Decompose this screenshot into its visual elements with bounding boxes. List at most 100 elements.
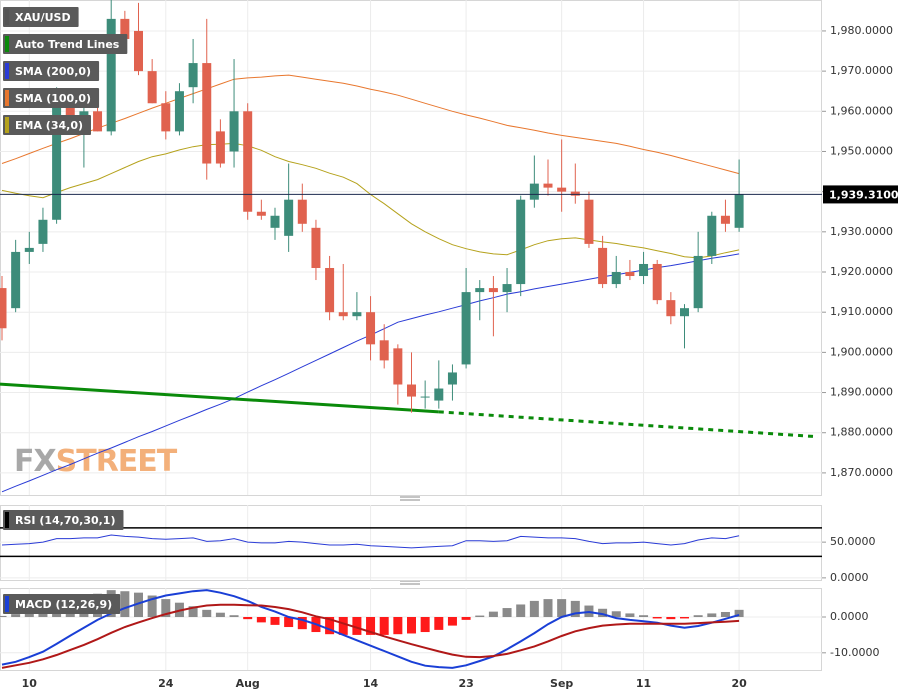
legend-item: MACD (12,26,9) [3, 594, 121, 614]
legend-swatch [5, 596, 9, 612]
histogram-bar [598, 608, 608, 618]
histogram-bar [379, 617, 389, 635]
y-tick-label: 1,900.0000 [830, 345, 893, 358]
candle-body [311, 227, 321, 268]
histogram-bar [502, 608, 512, 618]
legend-swatch [5, 36, 9, 52]
candle-body [38, 219, 48, 244]
legend-label: SMA (200,0) [15, 65, 91, 78]
legend-item: SMA (200,0) [3, 61, 100, 81]
x-tick-label: 10 [22, 677, 38, 690]
legend-swatch [5, 117, 9, 133]
x-tick-label: 11 [636, 677, 651, 690]
histogram-bar [0, 615, 7, 618]
candle-body [666, 300, 676, 317]
histogram-bar [147, 595, 157, 618]
histogram-bar [434, 617, 444, 630]
legend-item: Auto Trend Lines [3, 34, 128, 54]
y-tick-label: 1,930.0000 [830, 225, 893, 238]
histogram-bar [570, 600, 580, 618]
candle-body [11, 251, 21, 309]
histogram-bar [243, 617, 253, 620]
histogram-bar [529, 600, 539, 618]
histogram-bar [680, 617, 689, 619]
rsi-line [1, 534, 740, 549]
histogram-bar [639, 615, 649, 618]
histogram-bar [475, 615, 485, 618]
candle-body [680, 308, 689, 317]
histogram-bar [297, 617, 307, 630]
macd-line [1, 603, 740, 669]
candle-body [598, 247, 608, 285]
y-tick-label: 0.0000 [830, 610, 869, 623]
x-tick-label: Aug [236, 677, 260, 690]
candle-body [93, 111, 103, 132]
y-tick-label: -10.0000 [830, 646, 879, 659]
candle-body [639, 263, 649, 277]
candle-body [366, 312, 376, 345]
histogram-bar [720, 611, 730, 618]
candle-body [0, 288, 7, 329]
histogram-bar [256, 617, 266, 623]
legend-box [3, 594, 121, 614]
candle-body [243, 111, 253, 212]
candle-body [284, 199, 294, 236]
candle-body [338, 312, 348, 317]
legend-label: MACD (12,26,9) [15, 598, 112, 611]
histogram-bar [707, 613, 717, 618]
candle-body [529, 183, 539, 200]
legend-box [3, 510, 124, 530]
candle-body [229, 111, 239, 152]
candle-body [161, 103, 171, 132]
legend-item: RSI (14,70,30,1) [3, 510, 124, 530]
candle-body [52, 103, 62, 220]
y-tick-label: 1,890.0000 [830, 386, 893, 399]
histogram-bar [11, 614, 21, 618]
histogram-bar [270, 617, 280, 625]
candle-body [147, 71, 157, 104]
histogram-bar [188, 606, 198, 618]
candle-body [516, 199, 526, 285]
candle-body [106, 18, 116, 132]
y-tick-label: 1,970.0000 [830, 64, 893, 77]
candle-body [270, 215, 280, 228]
candle-body [134, 30, 143, 72]
histogram-bar [202, 609, 212, 618]
y-tick-label: 1,910.0000 [830, 305, 893, 318]
x-tick-label: 23 [458, 677, 473, 690]
candle-body [707, 215, 717, 256]
histogram-bar [420, 617, 430, 633]
trend-line-projection [438, 410, 819, 439]
legend-label: EMA (34,0) [15, 119, 83, 132]
candle-body [570, 191, 580, 196]
y-tick-label: 50.0000 [830, 535, 876, 548]
candle-body [352, 312, 362, 317]
legend-swatch [5, 90, 9, 106]
y-tick-label: 1,880.0000 [830, 426, 893, 439]
legend-swatch [5, 63, 9, 79]
y-tick-label: 1,870.0000 [830, 466, 893, 479]
legend-swatch [5, 9, 9, 25]
histogram-bar [693, 615, 703, 618]
histogram-bar [611, 611, 621, 618]
legend-item: XAU/USD [3, 7, 79, 27]
histogram-bar [461, 617, 471, 620]
candle-body [256, 211, 266, 216]
legend-box [3, 7, 79, 27]
candle-body [393, 348, 403, 385]
legend-item: EMA (34,0) [3, 115, 91, 135]
histogram-bar [625, 613, 635, 618]
histogram-bar [352, 617, 362, 635]
candle-body [434, 388, 444, 401]
pane-frame [0, 588, 822, 671]
candle-body [407, 384, 416, 397]
histogram-bar [24, 611, 34, 618]
watermark-street: STREET [56, 444, 178, 479]
legend-box [3, 61, 100, 81]
legend-label: XAU/USD [15, 11, 71, 24]
candle-body [543, 183, 553, 188]
histogram-bar [338, 617, 348, 635]
